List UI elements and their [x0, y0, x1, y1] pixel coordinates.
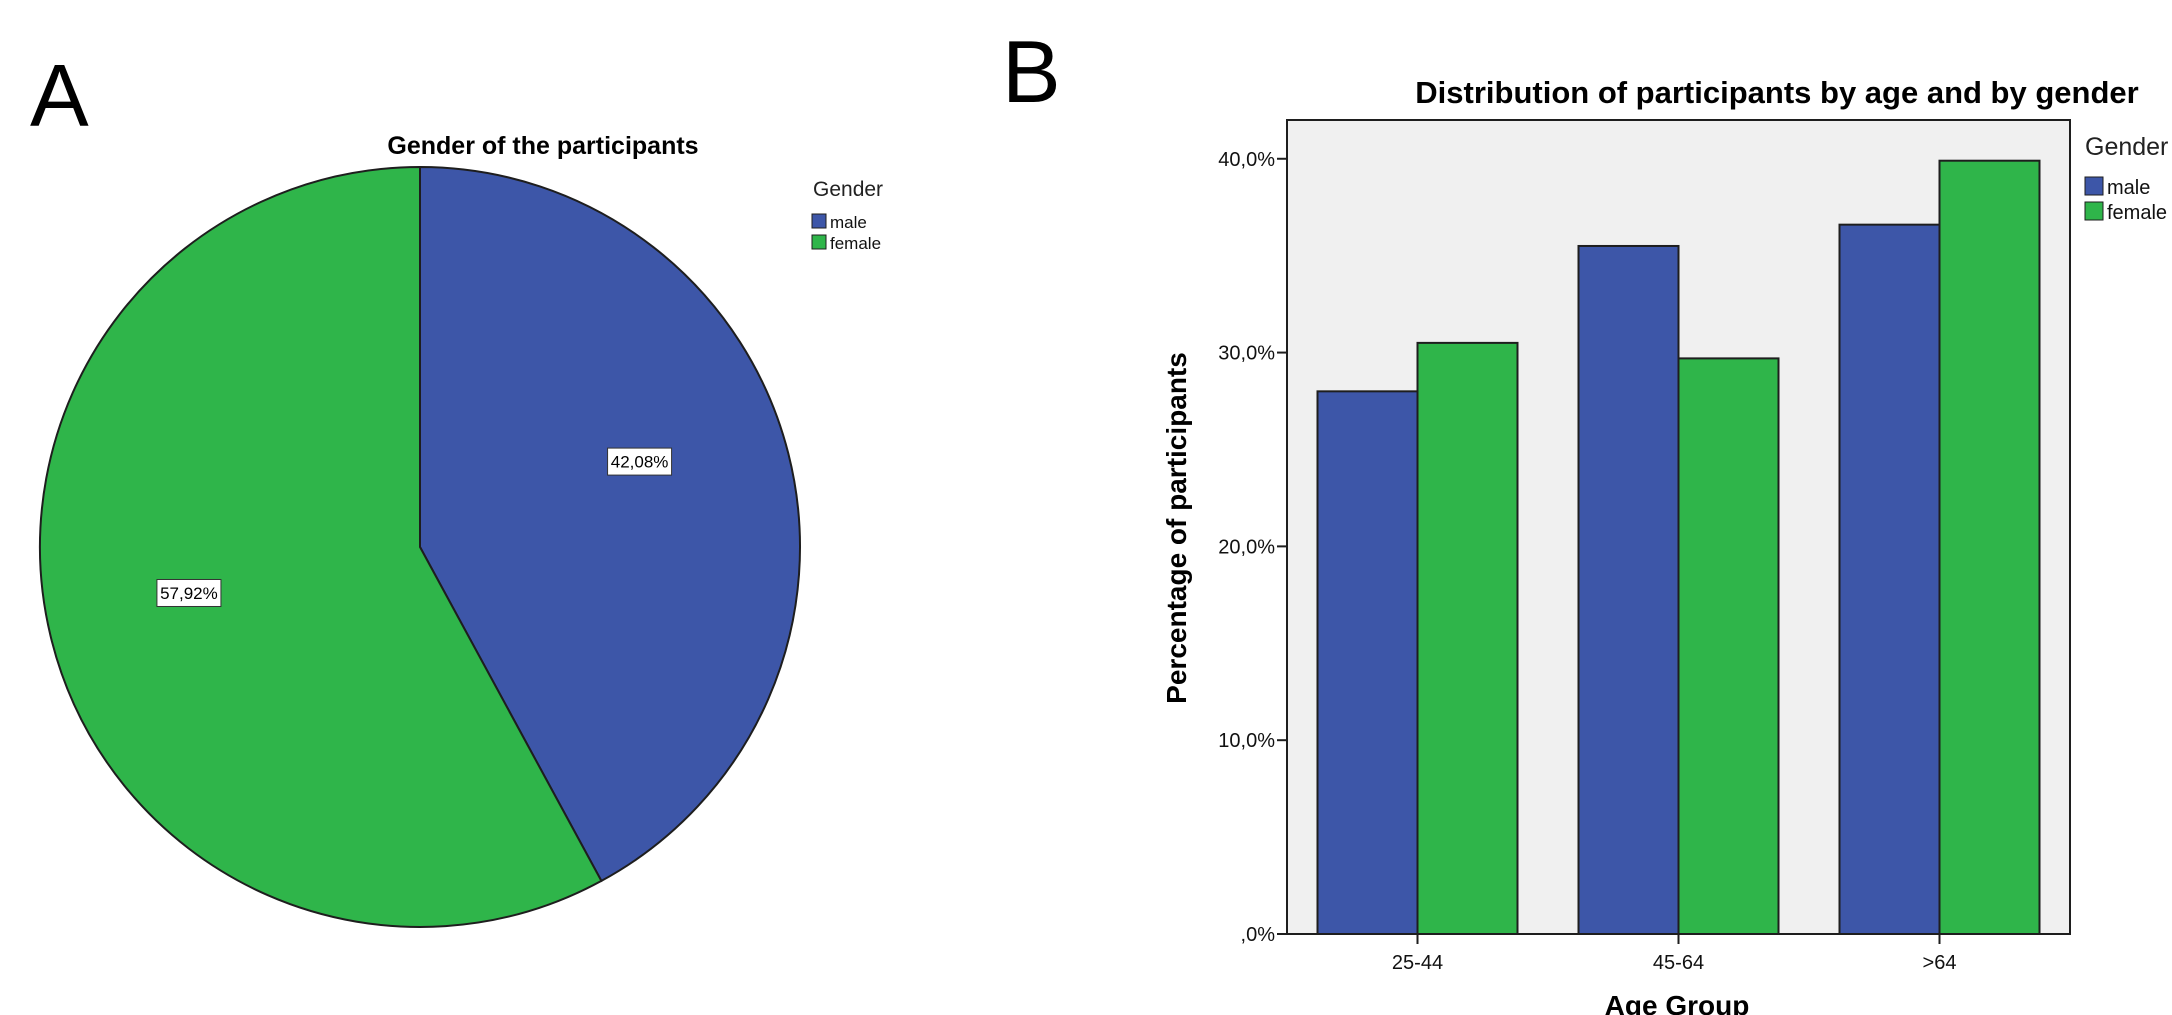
pie-data-label-box [607, 447, 673, 476]
y-tick-label: 10,0% [1218, 730, 1275, 752]
pie-legend-label-female: female [830, 234, 881, 253]
pie-legend-title: Gender [813, 178, 883, 201]
x-axis: 25-44 45-64 >64 [1392, 934, 1957, 974]
pie-legend-swatch-female [811, 234, 827, 250]
pie-chart-title: Gender of the participants [387, 132, 698, 160]
bar-male-25-44 [1316, 390, 1419, 936]
x-tick-label: >64 [1923, 952, 1957, 974]
x-axis-label: Age Group [1605, 990, 1750, 1015]
pie-legend-swatch-male [811, 213, 827, 229]
bar-male->64 [1838, 223, 1941, 935]
bar-legend-swatch-male [2084, 176, 2104, 196]
pie-data-label-box [156, 578, 222, 607]
panel-letter-a: A [30, 46, 89, 145]
bar-male-45-64 [1577, 244, 1680, 935]
bar-legend-label-female: female [2107, 202, 2167, 224]
y-axis-label: Percentage of participants [1161, 352, 1192, 704]
y-tick-label: 20,0% [1218, 536, 1275, 558]
y-tick-label: 40,0% [1218, 149, 1275, 171]
bar-legend-label-male: male [2107, 177, 2150, 199]
bar-female-25-44 [1416, 341, 1519, 935]
x-tick-label: 45-64 [1653, 952, 1704, 974]
bar-legend-title: Gender [2085, 133, 2168, 161]
pie-slice-female [39, 165, 603, 928]
bar-female->64 [1938, 159, 2041, 935]
pie-legend-label-male: male [830, 213, 867, 232]
y-tick-label: ,0% [1241, 924, 1276, 946]
pie-legend: Gender male female [811, 178, 883, 253]
bar-female-45-64 [1677, 357, 1780, 935]
bar-legend-swatch-female [2084, 201, 2104, 221]
pie-data-label: 57,92% [160, 584, 218, 603]
bar-chart-bars [1316, 159, 2041, 936]
pie-chart [39, 165, 801, 928]
bar-chart-title: Distribution of participants by age and … [1415, 75, 2138, 110]
y-axis: ,0% 10,0% 20,0% 30,0% 40,0% [1218, 149, 1287, 946]
bar-legend: Gender male female [2084, 133, 2168, 224]
y-tick-label: 30,0% [1218, 343, 1275, 365]
pie-data-label: 42,08% [611, 453, 669, 472]
pie-slice-male [419, 165, 801, 883]
pie-data-labels: 42,08% 57,92% [156, 447, 673, 607]
x-tick-label: 25-44 [1392, 952, 1443, 974]
panel-letter-b: B [1002, 22, 1061, 121]
